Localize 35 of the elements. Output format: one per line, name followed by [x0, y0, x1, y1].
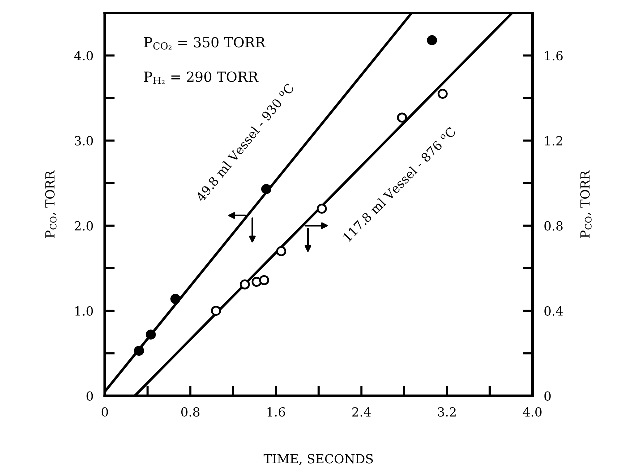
- y2-tick-label: 0.4: [544, 306, 564, 316]
- point: [276, 246, 287, 257]
- point: [134, 346, 144, 356]
- annotation: 117.8 ml Vessel - 876 $^{o}$C: [342, 126, 457, 242]
- x-tick-label: 2.4: [352, 407, 371, 417]
- annotation: P$_{H₂}$ = 290 TORR: [144, 72, 259, 84]
- y-tick-label: 0: [86, 392, 94, 402]
- y2-tick-label: 0: [544, 392, 551, 402]
- point: [427, 35, 438, 46]
- y-tick-label: 1.0: [76, 306, 94, 316]
- x-axis-title: TIME, SECONDS: [264, 454, 374, 466]
- x-tick-label: 0: [102, 407, 108, 417]
- point: [259, 275, 270, 286]
- x-tick-label: 0.8: [181, 407, 200, 417]
- point: [317, 204, 328, 214]
- y2-tick-label: 0.8: [544, 221, 563, 231]
- y2-tick-label: 1.2: [545, 136, 562, 146]
- point: [397, 112, 408, 123]
- annotation: 49.8 ml Vessel - 930 $^{o}$C: [195, 83, 295, 203]
- point: [438, 88, 448, 100]
- point: [170, 294, 181, 304]
- x-tick-label: 3.2: [438, 407, 456, 417]
- x-tick-label: 4.0: [523, 407, 542, 417]
- point: [240, 280, 250, 290]
- x-tick-label: 1.6: [268, 407, 286, 417]
- annotation: P$_{CO₂}$ = 350 TORR: [144, 37, 266, 50]
- y-axis-title: P$_{CO}$, TORR: [45, 170, 57, 238]
- point: [146, 330, 156, 340]
- y-tick-label: 4.0: [74, 51, 94, 61]
- y2-axis-title: P$_{CO}$, TORR: [580, 170, 592, 238]
- point: [211, 306, 222, 316]
- point: [261, 184, 272, 194]
- y-tick-label: 2.0: [74, 221, 94, 231]
- y-tick-label: 3.0: [75, 136, 94, 146]
- y2-tick-label: 1.6: [545, 51, 563, 61]
